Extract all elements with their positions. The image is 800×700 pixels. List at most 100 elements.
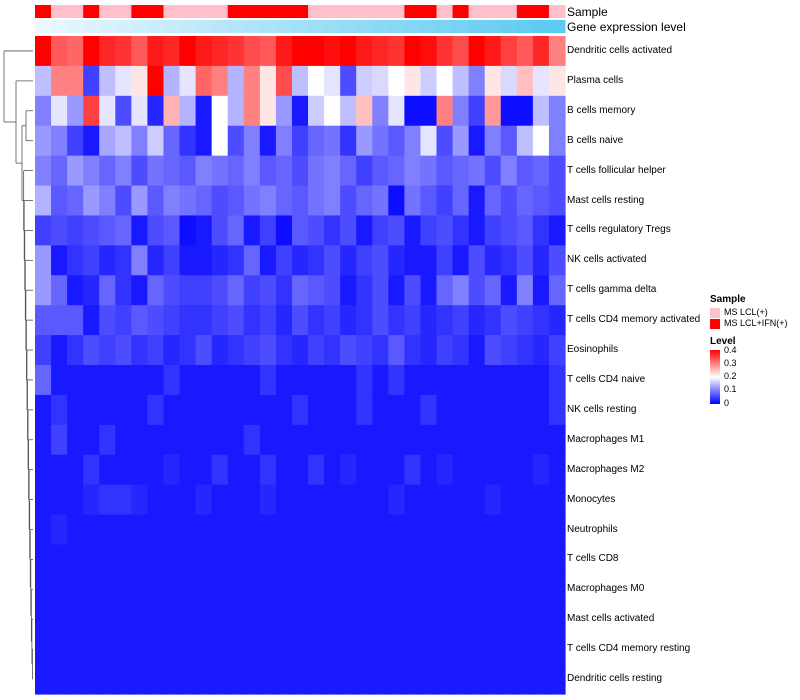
level-tick-0: 0 bbox=[724, 398, 730, 408]
heatmap-cell bbox=[211, 275, 229, 306]
heatmap-cell bbox=[468, 95, 486, 127]
gene-expression-cell bbox=[404, 20, 421, 33]
heatmap-cell bbox=[516, 484, 534, 516]
heatmap-cell bbox=[356, 335, 373, 366]
heatmap-cell bbox=[436, 514, 454, 546]
heatmap-cell bbox=[83, 365, 100, 396]
sample-annotation-cell bbox=[259, 5, 277, 18]
row-label: Mast cells resting bbox=[567, 194, 645, 206]
heatmap-cell bbox=[516, 394, 534, 426]
heatmap-cell bbox=[211, 215, 229, 246]
heatmap-cell bbox=[179, 634, 197, 665]
heatmap-cell bbox=[179, 125, 197, 157]
sample-annotation-cell bbox=[115, 5, 132, 18]
heatmap-cell bbox=[163, 125, 181, 157]
heatmap-cell bbox=[147, 65, 165, 97]
heatmap-cell bbox=[51, 125, 68, 157]
heatmap-cell bbox=[179, 155, 197, 187]
sample-annotation-cell bbox=[83, 5, 100, 18]
heatmap-cell bbox=[275, 544, 293, 575]
heatmap-cell bbox=[35, 185, 52, 217]
heatmap-cell bbox=[452, 514, 470, 546]
heatmap-cell bbox=[516, 65, 534, 97]
heatmap-cell bbox=[227, 245, 245, 276]
heatmap-cell bbox=[83, 125, 100, 157]
heatmap-cell bbox=[388, 65, 405, 97]
heatmap-cell bbox=[147, 275, 165, 306]
heatmap-cell bbox=[452, 36, 470, 67]
heatmap-cell bbox=[243, 245, 261, 276]
heatmap-cell bbox=[211, 604, 229, 635]
heatmap-cell bbox=[291, 394, 309, 426]
heatmap-cell bbox=[532, 634, 550, 665]
heatmap-cell bbox=[275, 155, 293, 187]
heatmap-cell bbox=[99, 454, 116, 486]
heatmap-cell bbox=[468, 215, 486, 246]
heatmap-cell bbox=[532, 95, 550, 127]
heatmap-cell bbox=[147, 245, 165, 276]
heatmap-cell bbox=[420, 185, 438, 217]
heatmap-cell bbox=[532, 365, 550, 396]
heatmap-cell bbox=[452, 365, 470, 396]
heatmap-cell bbox=[308, 604, 325, 635]
heatmap-cell bbox=[83, 514, 100, 546]
heatmap-cell bbox=[532, 454, 550, 486]
heatmap-cell bbox=[372, 245, 389, 276]
heatmap-cell bbox=[35, 634, 52, 665]
heatmap-cell bbox=[388, 125, 405, 157]
gene-expression-cell bbox=[115, 20, 132, 33]
heatmap-cell bbox=[388, 664, 405, 695]
heatmap-cell bbox=[259, 634, 277, 665]
heatmap-cell bbox=[147, 394, 165, 426]
heatmap-cell bbox=[468, 125, 486, 157]
heatmap-cell bbox=[147, 544, 165, 575]
heatmap-cell bbox=[83, 394, 100, 426]
heatmap-cell bbox=[35, 125, 52, 157]
heatmap-cell bbox=[227, 574, 245, 605]
heatmap-cell bbox=[372, 215, 389, 246]
heatmap-cell bbox=[500, 664, 518, 695]
heatmap-cell bbox=[484, 424, 502, 456]
heatmap-cell bbox=[67, 335, 84, 366]
heatmap-cell bbox=[275, 275, 293, 306]
heatmap-cell bbox=[452, 424, 470, 456]
heatmap-cell bbox=[99, 185, 116, 217]
heatmap-cell bbox=[147, 305, 165, 336]
heatmap-cells bbox=[35, 36, 566, 695]
heatmap-cell bbox=[324, 185, 341, 217]
heatmap-cell bbox=[179, 424, 197, 456]
heatmap-cell bbox=[147, 454, 165, 486]
heatmap-cell bbox=[484, 36, 502, 67]
heatmap-cell bbox=[324, 514, 341, 546]
heatmap-cell bbox=[436, 335, 454, 366]
heatmap-cell bbox=[420, 215, 438, 246]
heatmap-cell bbox=[211, 245, 229, 276]
heatmap-cell bbox=[195, 484, 213, 516]
heatmap-cell bbox=[356, 394, 373, 426]
heatmap-cell bbox=[227, 185, 245, 217]
heatmap-cell bbox=[147, 215, 165, 246]
heatmap-cell bbox=[420, 484, 438, 516]
heatmap-cell bbox=[404, 155, 422, 187]
heatmap-cell bbox=[35, 335, 52, 366]
heatmap-cell bbox=[259, 544, 277, 575]
heatmap-cell bbox=[259, 245, 277, 276]
heatmap-cell bbox=[532, 36, 550, 67]
heatmap-cell bbox=[308, 185, 325, 217]
heatmap-cell bbox=[404, 245, 422, 276]
sample-annotation-cell bbox=[500, 5, 518, 18]
heatmap-cell bbox=[372, 65, 389, 97]
heatmap-cell bbox=[516, 365, 534, 396]
heatmap-cell bbox=[308, 365, 325, 396]
sample-annotation-cell bbox=[404, 5, 421, 18]
heatmap-cell bbox=[243, 335, 261, 366]
heatmap-cell bbox=[372, 664, 389, 695]
heatmap-cell bbox=[275, 365, 293, 396]
sample-annotation-cell bbox=[436, 5, 454, 18]
heatmap-cell bbox=[308, 484, 325, 516]
heatmap-cell bbox=[163, 544, 181, 575]
heatmap-cell bbox=[340, 185, 357, 217]
heatmap-cell bbox=[163, 634, 181, 665]
heatmap-cell bbox=[179, 454, 197, 486]
heatmap-cell bbox=[484, 305, 502, 336]
